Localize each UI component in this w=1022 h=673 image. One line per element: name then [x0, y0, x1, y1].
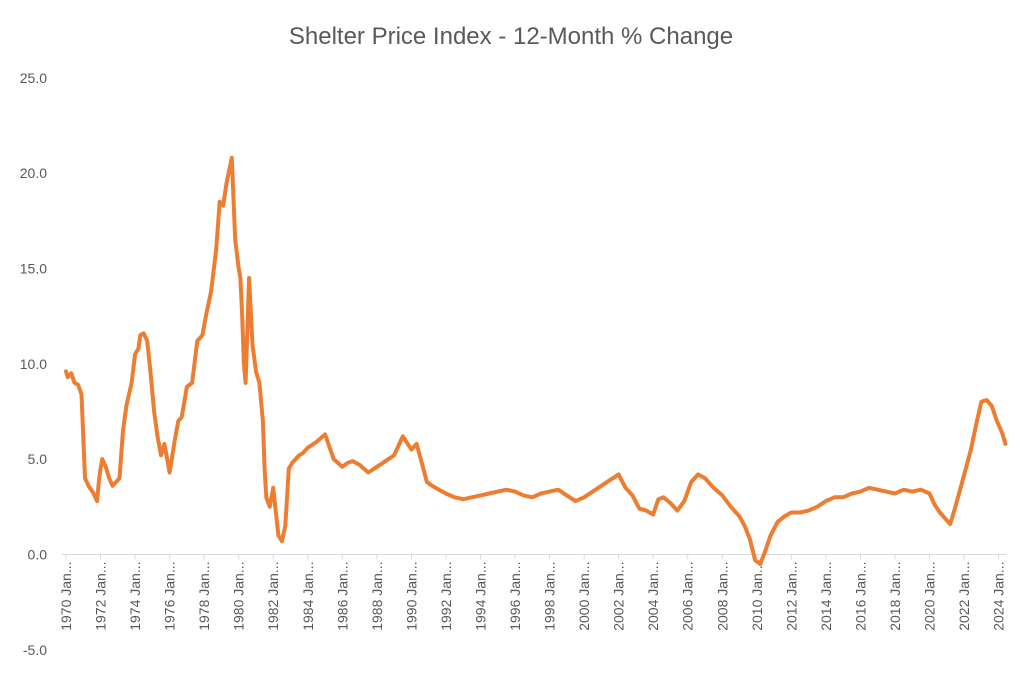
- x-tick-label: 2016 Jan...: [852, 562, 868, 631]
- y-tick-label: 5.0: [28, 451, 48, 467]
- x-tick-label: 1994 Jan...: [472, 562, 488, 631]
- x-tick-label: 1988 Jan...: [369, 562, 385, 631]
- y-tick-label: 0.0: [28, 547, 48, 563]
- x-tick-label: 1970 Jan...: [58, 562, 74, 631]
- x-tick-label: 1990 Jan...: [403, 562, 419, 631]
- series-group: [64, 155, 1008, 566]
- x-tick-label: 1984 Jan...: [300, 562, 316, 631]
- x-tick-label: 1998 Jan...: [542, 562, 558, 631]
- x-tick-label: 2006 Jan...: [680, 562, 696, 631]
- y-tick-label: 15.0: [20, 260, 47, 276]
- x-tick-label: 1972 Jan...: [93, 562, 109, 631]
- x-tick-label: 1974 Jan...: [127, 562, 143, 631]
- x-tick-label: 2010 Jan...: [749, 562, 765, 631]
- x-tick-label: 2020 Jan...: [922, 562, 938, 631]
- x-tick-label: 2002 Jan...: [611, 562, 627, 631]
- x-tick-label: 1982 Jan...: [265, 562, 281, 631]
- x-tick-label: 2024 Jan...: [991, 562, 1007, 631]
- x-tick-label: 1980 Jan...: [231, 562, 247, 631]
- x-tick-label: 2000 Jan...: [576, 562, 592, 631]
- y-tick-label: 25.0: [20, 70, 47, 86]
- x-tick-label: 2004 Jan...: [645, 562, 661, 631]
- x-tick-label: 2012 Jan...: [783, 562, 799, 631]
- x-tick-label: 2008 Jan...: [714, 562, 730, 631]
- x-tick-label: 1978 Jan...: [196, 562, 212, 631]
- x-tick-label: 2018 Jan...: [887, 562, 903, 631]
- y-tick-label: 10.0: [20, 356, 47, 372]
- y-tick-label: -5.0: [23, 642, 47, 658]
- chart-title: Shelter Price Index - 12-Month % Change: [289, 23, 733, 50]
- x-tick-label: 1976 Jan...: [162, 562, 178, 631]
- x-tick-label: 2022 Jan...: [956, 562, 972, 631]
- y-tick-label: 20.0: [20, 165, 47, 181]
- x-tick-label: 1992 Jan...: [438, 562, 454, 631]
- x-tick-label: 2014 Jan...: [818, 562, 834, 631]
- x-tick-label: 1996 Jan...: [507, 562, 523, 631]
- series-line: [64, 155, 1008, 566]
- x-tick-label: 1986 Jan...: [334, 562, 350, 631]
- y-axis: -5.0 0.0 5.0 10.0 15.0 20.0 25.0: [20, 70, 47, 658]
- x-axis: 1970 Jan... 1972 Jan... 1974 Jan... 1976 Ja…: [58, 554, 1007, 631]
